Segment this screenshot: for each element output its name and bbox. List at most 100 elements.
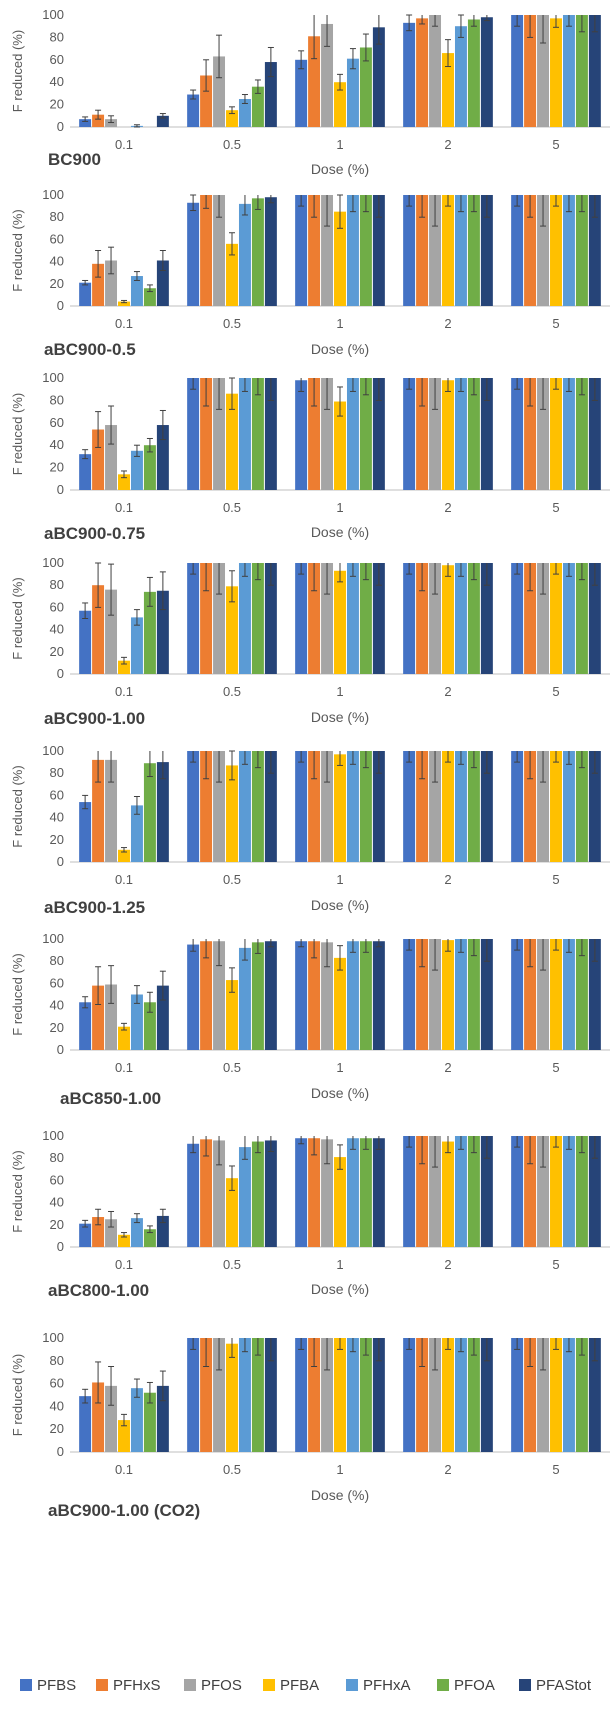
- bar: [213, 56, 226, 127]
- bar: [537, 1338, 550, 1452]
- bar: [143, 1229, 156, 1247]
- bar: [372, 563, 385, 674]
- bar: [372, 378, 385, 490]
- x-tick-label: 1: [336, 316, 343, 331]
- bar: [334, 1338, 346, 1452]
- bar: [588, 939, 601, 1050]
- chart-3: 0 20 40 60 80 100 F reduced (%) 0.1 0.5 1 2 5 aBC900…: [10, 555, 610, 728]
- y-tick-label: 100: [42, 555, 64, 570]
- y-tick-label: 60: [50, 975, 64, 990]
- x-tick-label: 0.1: [115, 1257, 133, 1272]
- panel-title: aBC900-1.00 (CO2): [48, 1501, 200, 1520]
- bar: [308, 378, 321, 490]
- legend-swatch: [96, 1679, 108, 1691]
- bar: [467, 563, 480, 674]
- y-tick-label: 40: [50, 810, 64, 825]
- chart-5: 0 20 40 60 80 100 F reduced (%) 0.1 0.5 1 2 5 aBC850…: [10, 931, 610, 1108]
- y-axis-label: F reduced (%): [10, 953, 25, 1035]
- bar: [238, 751, 251, 862]
- bar: [118, 474, 130, 490]
- bar: [213, 1338, 226, 1452]
- y-tick-label: 20: [50, 276, 64, 291]
- bar: [156, 115, 169, 127]
- x-tick-label: 0.1: [115, 872, 133, 887]
- bar: [226, 1343, 238, 1452]
- bar: [442, 1338, 454, 1452]
- bar: [575, 939, 588, 1050]
- bar: [264, 1140, 277, 1247]
- bar: [334, 401, 346, 490]
- y-tick-label: 100: [42, 1128, 64, 1143]
- bar: [403, 195, 416, 306]
- chart-2: 0 20 40 60 80 100 F reduced (%) 0.1 0.5 1 2 5 aBC900…: [10, 370, 610, 543]
- x-tick-label: 1: [336, 500, 343, 515]
- bar: [187, 563, 200, 674]
- bar: [442, 565, 454, 674]
- bar: [321, 1139, 334, 1247]
- y-tick-label: 100: [42, 931, 64, 946]
- bar: [79, 1002, 92, 1050]
- x-tick-label: 5: [552, 684, 559, 699]
- bar: [454, 1338, 467, 1452]
- panel-title: aBC900-1.25: [44, 898, 145, 917]
- bar: [416, 378, 429, 490]
- bar: [467, 939, 480, 1050]
- bar: [372, 941, 385, 1050]
- bar: [403, 1338, 416, 1452]
- bar: [321, 1338, 334, 1452]
- y-tick-label: 20: [50, 1020, 64, 1035]
- bar: [416, 751, 429, 862]
- bar: [403, 22, 416, 128]
- bar: [264, 751, 277, 862]
- bar: [143, 1392, 156, 1452]
- bar: [588, 1338, 601, 1452]
- y-tick-label: 40: [50, 998, 64, 1013]
- bar: [562, 939, 575, 1050]
- bar: [308, 941, 321, 1050]
- x-axis-label: Dose (%): [311, 709, 369, 725]
- y-tick-label: 20: [50, 1217, 64, 1232]
- bar: [187, 94, 200, 127]
- bar: [251, 378, 264, 490]
- y-tick-label: 80: [50, 1150, 64, 1165]
- legend-label: PFHxS: [113, 1677, 161, 1694]
- bar: [403, 378, 416, 490]
- bar: [213, 195, 226, 306]
- y-tick-label: 20: [50, 460, 64, 475]
- bar: [467, 1338, 480, 1452]
- bar: [92, 585, 105, 674]
- bar: [226, 980, 238, 1050]
- bar: [143, 445, 156, 490]
- x-tick-label: 0.1: [115, 316, 133, 331]
- bar: [187, 944, 200, 1050]
- bar: [334, 1157, 346, 1247]
- bar: [105, 260, 118, 306]
- bar: [187, 202, 200, 306]
- y-tick-label: 40: [50, 622, 64, 637]
- bar: [105, 1385, 118, 1452]
- bar: [537, 751, 550, 862]
- bar: [308, 1338, 321, 1452]
- bar: [442, 53, 454, 127]
- bar: [79, 1396, 92, 1452]
- x-tick-label: 0.1: [115, 1462, 133, 1477]
- bar: [264, 197, 277, 306]
- bar: [550, 751, 562, 862]
- y-tick-label: 20: [50, 1421, 64, 1436]
- bar: [295, 751, 308, 862]
- bar: [130, 1218, 143, 1247]
- bar: [346, 58, 359, 127]
- y-tick-label: 0: [57, 1239, 64, 1254]
- bar: [575, 378, 588, 490]
- bar: [308, 36, 321, 127]
- bar: [511, 751, 524, 862]
- bar: [92, 1382, 105, 1452]
- y-tick-label: 0: [57, 482, 64, 497]
- bar: [454, 26, 467, 128]
- y-tick-label: 60: [50, 1172, 64, 1187]
- bar: [550, 195, 562, 306]
- y-axis-label: F reduced (%): [10, 393, 25, 475]
- x-tick-label: 0.5: [223, 872, 241, 887]
- bar: [524, 378, 537, 490]
